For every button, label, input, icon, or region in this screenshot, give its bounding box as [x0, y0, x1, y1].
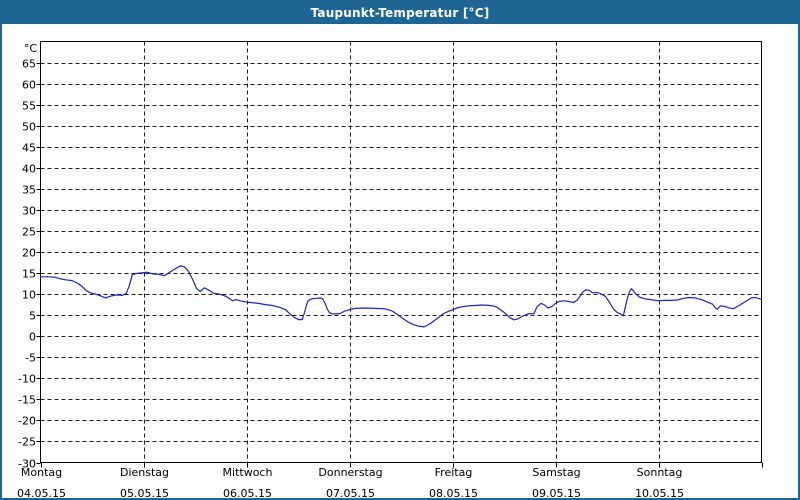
- y-label-40: 40: [22, 163, 36, 176]
- x-label-dayname-3: Donnerstag: [318, 466, 382, 479]
- y-tick-labels: -30 -25 -20 -15 -10 -5 0 5 10 15 20 25 30 35 40 45 50 55 6…: [18, 58, 36, 471]
- y-label-5: 5: [29, 310, 36, 323]
- x-label-date-0: 04.05.15: [17, 487, 66, 498]
- x-label-date-3: 07.05.15: [326, 487, 375, 498]
- y-label--25: -25: [18, 436, 36, 449]
- y-label--20: -20: [18, 415, 36, 428]
- y-label-10: 10: [22, 289, 36, 302]
- y-label-25: 25: [22, 226, 36, 239]
- y-label-60: 60: [22, 79, 36, 92]
- x-ticks: [41, 462, 763, 468]
- y-label-65: 65: [22, 58, 36, 71]
- dewpoint-line: [39, 265, 763, 328]
- y-label-45: 45: [22, 142, 36, 155]
- y-label--5: -5: [25, 352, 36, 365]
- y-label--30: -30: [18, 458, 36, 471]
- dewpoint-chart: -30 -25 -20 -15 -10 -5 0 5 10 15 20 25 30 35 40 45 50 55 6…: [17, 41, 763, 498]
- x-label-dayname-6: Sonntag: [637, 466, 683, 479]
- x-label-date-6: 10.05.15: [635, 487, 684, 498]
- y-label-50: 50: [22, 121, 36, 134]
- x-label-date-5: 09.05.15: [532, 487, 581, 498]
- x-label-date-4: 08.05.15: [429, 487, 478, 498]
- y-label-30: 30: [22, 205, 36, 218]
- x-day-labels: Montag 04.05.15 Dienstag 05.05.15 Mittwoch 06…: [17, 466, 684, 498]
- x-gridlines: [144, 41, 660, 463]
- window-titlebar: Taupunkt-Temperatur [°C]: [2, 2, 798, 24]
- y-label-15: 15: [22, 268, 36, 281]
- x-label-dayname-0: Montag: [21, 466, 62, 479]
- x-label-dayname-1: Dienstag: [120, 466, 169, 479]
- y-label-35: 35: [22, 184, 36, 197]
- x-label-dayname-4: Freitag: [435, 466, 473, 479]
- x-label-dayname-2: Mittwoch: [223, 466, 273, 479]
- y-label-55: 55: [22, 100, 36, 113]
- window-title: Taupunkt-Temperatur [°C]: [310, 6, 490, 20]
- chart-area: -30 -25 -20 -15 -10 -5 0 5 10 15 20 25 30 35 40 45 50 55 6…: [2, 24, 798, 498]
- x-label-date-2: 06.05.15: [223, 487, 272, 498]
- y-axis-unit-label: °C: [24, 42, 38, 55]
- y-label-0: 0: [29, 331, 36, 344]
- y-label--10: -10: [18, 373, 36, 386]
- x-label-date-1: 05.05.15: [120, 487, 169, 498]
- y-ticks: [36, 63, 41, 464]
- y-gridlines: [40, 63, 762, 442]
- y-label--15: -15: [18, 394, 36, 407]
- y-label-20: 20: [22, 247, 36, 260]
- x-label-dayname-5: Samstag: [532, 466, 580, 479]
